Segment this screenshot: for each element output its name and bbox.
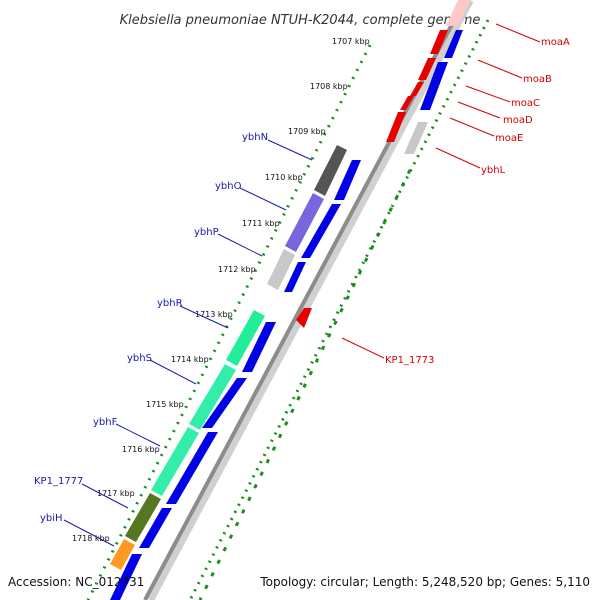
kbp-label: 1717 kbp	[97, 489, 135, 498]
gene-label-KP1_1777[interactable]: KP1_1777	[34, 476, 83, 487]
gene-arrow	[404, 122, 428, 154]
backbone-shadow	[146, 0, 474, 600]
leader-line	[449, 117, 495, 137]
gene-label-ybhO[interactable]: ybhO	[215, 181, 242, 192]
map-title: Klebsiella pneumoniae NTUH-K2044, comple…	[120, 13, 481, 28]
gene-block-ybhF	[151, 427, 199, 496]
gene-label-KP1_1773[interactable]: KP1_1773	[385, 355, 434, 366]
gene-label-ybhS[interactable]: ybhS	[127, 353, 152, 364]
kbp-label: 1709 kbp	[288, 127, 326, 136]
kbp-label: 1707 kbp	[332, 37, 370, 46]
kbp-label: 1716 kbp	[122, 445, 160, 454]
kbp-label: 1714 kbp	[171, 355, 209, 364]
forward-track	[110, 30, 463, 600]
genome-summary-text: Topology: circular; Length: 5,248,520 bp…	[259, 575, 590, 589]
gene-block-ybhR	[226, 310, 265, 366]
gene-label-ybhP[interactable]: ybhP	[194, 227, 219, 238]
gene-arrow	[139, 508, 172, 548]
gene-block-ybhN	[314, 145, 347, 196]
accession-text: Accession: NC_012731	[8, 575, 144, 589]
gene-arrow	[334, 160, 361, 200]
kbp-label: 1712 kbp	[218, 265, 256, 274]
left-track	[110, 145, 347, 570]
gene-block-ybiH	[110, 539, 135, 570]
leader-line	[115, 423, 161, 447]
leader-line	[477, 59, 523, 79]
gene-label-ybhF[interactable]: ybhF	[93, 417, 118, 428]
gene-arrow	[242, 322, 276, 372]
gene-label-ybhR[interactable]: ybhR	[157, 298, 183, 309]
gene-arrow	[202, 378, 247, 428]
kbp-label: 1708 kbp	[310, 82, 348, 91]
right-gene-labels: moaA moaB moaC moaD moaE ybhL KP1_1773	[341, 23, 570, 366]
kbp-label: 1715 kbp	[146, 400, 184, 409]
leader-line	[81, 483, 129, 509]
gene-label-moaE[interactable]: moaE	[495, 133, 523, 144]
leader-line	[341, 337, 385, 359]
leader-line	[179, 305, 229, 329]
gene-arrow	[446, 0, 470, 26]
gene-label-moaC[interactable]: moaC	[511, 98, 540, 109]
kbp-label: 1710 kbp	[265, 173, 303, 182]
gene-arrow	[301, 204, 341, 258]
inner-tick-ring-right	[198, 169, 412, 600]
gene-arrow	[444, 30, 463, 58]
gene-label-ybhL[interactable]: ybhL	[481, 165, 506, 176]
left-gene-labels: ybhN ybhO ybhP ybhR ybhS ybhF KP1_1777 y…	[34, 132, 313, 547]
kbp-label: 1711 kbp	[242, 219, 280, 228]
reverse-track-upper	[296, 0, 470, 328]
gene-arrow	[420, 62, 448, 110]
gene-arrow	[430, 30, 448, 54]
leader-line	[217, 233, 263, 257]
leader-line	[465, 85, 511, 103]
gene-arrow	[386, 112, 406, 142]
gene-label-moaB[interactable]: moaB	[523, 74, 552, 85]
gene-label-ybiH[interactable]: ybiH	[40, 513, 63, 524]
gene-label-ybhN[interactable]: ybhN	[242, 132, 268, 143]
leader-line	[435, 147, 481, 169]
gene-label-moaA[interactable]: moaA	[541, 37, 570, 48]
leader-line	[457, 101, 501, 119]
leader-line	[149, 359, 197, 385]
leader-line	[267, 139, 313, 161]
gene-arrow	[166, 432, 218, 504]
gene-arrow	[296, 308, 312, 328]
inner-tick-ring-left	[86, 44, 372, 600]
gene-arrow	[110, 554, 142, 600]
gene-arrow	[418, 58, 436, 80]
kbp-label: 1713 kbp	[195, 310, 233, 319]
gene-block-ybhS	[189, 364, 236, 430]
leader-line	[63, 519, 115, 547]
gene-arrow	[410, 82, 424, 96]
gene-block-ybhP	[267, 249, 295, 290]
gene-arrow	[400, 96, 414, 110]
gene-arrow	[284, 262, 306, 292]
gene-label-moaD[interactable]: moaD	[503, 115, 533, 126]
gene-block-KP1_1777	[125, 493, 161, 542]
kbp-labels: 1707 kbp 1708 kbp 1709 kbp 1710 kbp 1711…	[72, 37, 370, 543]
leader-line	[239, 187, 287, 211]
kbp-label: 1718 kbp	[72, 534, 110, 543]
leader-line	[495, 23, 541, 43]
gene-block-ybhO	[285, 193, 324, 252]
